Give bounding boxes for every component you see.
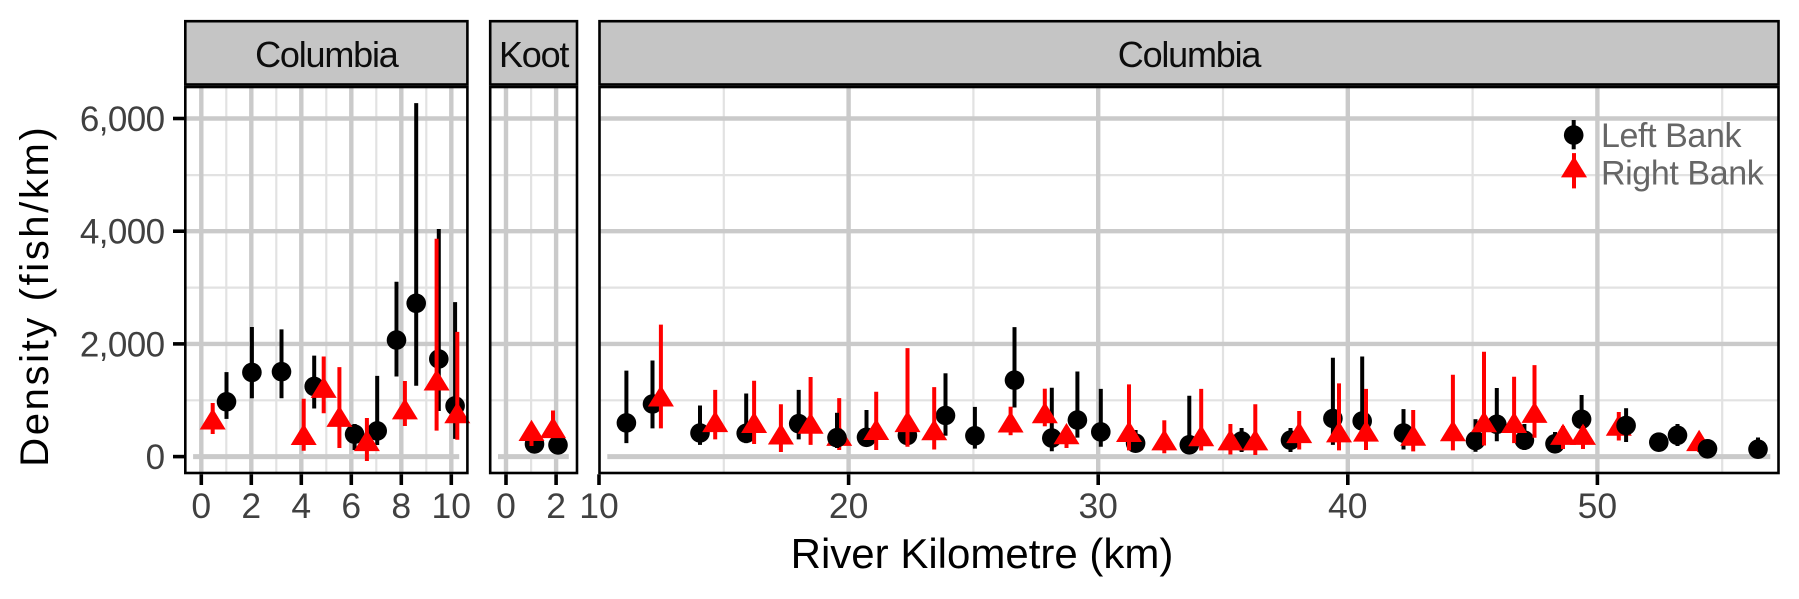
svg-text:Right Bank: Right Bank xyxy=(1601,155,1765,193)
svg-text:0: 0 xyxy=(496,486,516,526)
svg-text:6: 6 xyxy=(341,486,361,526)
svg-text:Density (fish/km): Density (fish/km) xyxy=(13,125,57,467)
svg-text:20: 20 xyxy=(829,486,869,526)
svg-text:Columbia: Columbia xyxy=(1118,34,1263,75)
svg-text:30: 30 xyxy=(1078,486,1118,526)
svg-text:0: 0 xyxy=(191,486,211,526)
svg-text:40: 40 xyxy=(1328,486,1368,526)
svg-text:4,000: 4,000 xyxy=(80,213,165,252)
svg-text:2,000: 2,000 xyxy=(80,325,165,364)
svg-text:6,000: 6,000 xyxy=(80,100,165,139)
svg-text:0: 0 xyxy=(146,438,165,477)
svg-text:50: 50 xyxy=(1578,486,1618,526)
svg-text:2: 2 xyxy=(241,486,261,526)
svg-text:River Kilometre (km): River Kilometre (km) xyxy=(791,530,1174,577)
svg-text:Left Bank: Left Bank xyxy=(1601,117,1742,155)
svg-text:2: 2 xyxy=(546,486,566,526)
svg-text:10: 10 xyxy=(579,486,619,526)
svg-text:8: 8 xyxy=(391,486,411,526)
svg-text:10: 10 xyxy=(432,486,472,526)
svg-text:Columbia: Columbia xyxy=(255,34,400,75)
svg-text:Koot: Koot xyxy=(499,34,569,75)
svg-text:4: 4 xyxy=(291,486,311,526)
